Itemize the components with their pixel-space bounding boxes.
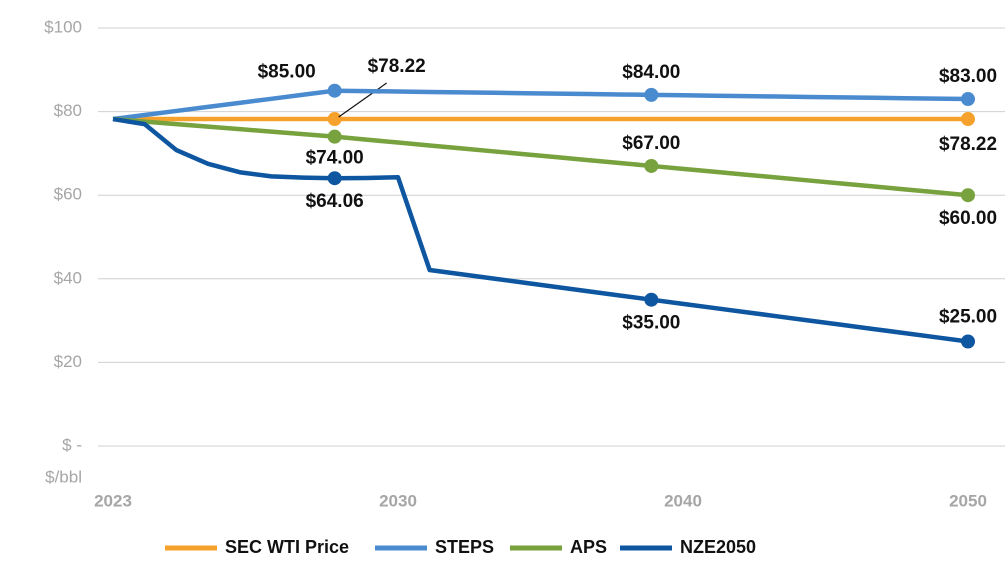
point-marker bbox=[961, 188, 975, 203]
x-tick-label: 2023 bbox=[94, 491, 132, 510]
legend-label: NZE2050 bbox=[680, 537, 756, 557]
point-marker bbox=[644, 87, 659, 102]
leader-line bbox=[338, 82, 388, 118]
point-marker bbox=[961, 92, 975, 107]
point-marker bbox=[327, 129, 342, 144]
data-label: $25.00 bbox=[939, 307, 997, 328]
data-label: $78.22 bbox=[939, 134, 997, 155]
point-marker bbox=[327, 83, 342, 98]
y-tick-label: $60 bbox=[54, 185, 82, 204]
point-marker bbox=[327, 112, 342, 127]
x-tick-label: 2050 bbox=[949, 491, 987, 510]
legend-label: SEC WTI Price bbox=[225, 537, 349, 557]
data-label: $60.00 bbox=[939, 208, 997, 229]
data-label: $78.22 bbox=[368, 56, 426, 77]
data-label: $67.00 bbox=[622, 133, 680, 154]
data-label: $85.00 bbox=[258, 62, 316, 83]
data-label: $83.00 bbox=[939, 66, 997, 87]
y-tick-label: $20 bbox=[54, 352, 82, 371]
point-marker bbox=[961, 334, 975, 349]
series-line bbox=[112, 116, 969, 198]
data-label: $35.00 bbox=[622, 313, 680, 334]
y-tick-label: $100 bbox=[44, 17, 82, 36]
point-marker bbox=[327, 171, 342, 186]
data-label: $84.00 bbox=[622, 62, 680, 83]
y-axis-label: $/bbl bbox=[45, 467, 82, 486]
series-line bbox=[112, 116, 969, 344]
data-label: $74.00 bbox=[306, 148, 364, 169]
x-tick-label: 2040 bbox=[664, 491, 702, 510]
point-marker bbox=[961, 112, 975, 127]
point-marker bbox=[644, 158, 659, 173]
data-label: $64.06 bbox=[306, 191, 364, 212]
point-marker bbox=[644, 292, 659, 307]
y-tick-label: $80 bbox=[54, 101, 82, 120]
legend-label: STEPS bbox=[435, 537, 494, 557]
y-tick-label: $ - bbox=[62, 435, 82, 454]
x-tick-label: 2030 bbox=[379, 491, 417, 510]
series-line bbox=[112, 88, 969, 122]
y-tick-label: $40 bbox=[54, 268, 82, 287]
legend-label: APS bbox=[570, 537, 607, 557]
